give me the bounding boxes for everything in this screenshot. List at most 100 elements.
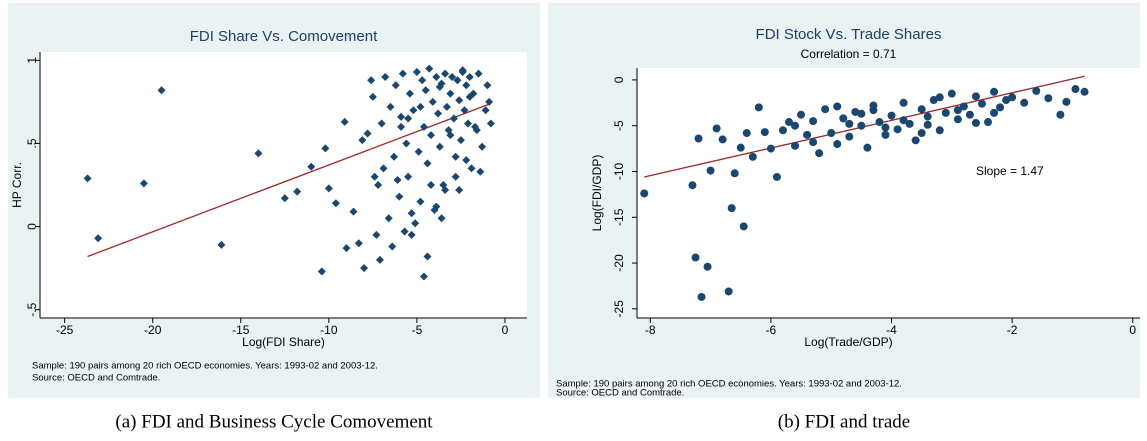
point — [478, 142, 487, 151]
point — [754, 103, 763, 112]
point — [418, 76, 427, 85]
point — [984, 118, 993, 127]
point — [809, 138, 818, 147]
point — [412, 67, 421, 76]
y-tick-label: -25 — [612, 300, 626, 318]
point — [791, 121, 800, 130]
x-tick-label: -10 — [320, 323, 338, 337]
point — [760, 128, 769, 137]
point — [340, 117, 349, 126]
point — [407, 230, 416, 239]
point — [893, 125, 902, 134]
point — [423, 159, 432, 168]
point — [349, 207, 358, 216]
x-tick-label: -25 — [56, 323, 74, 337]
point — [448, 72, 457, 81]
caption: (a) FDI and Business Cycle Comovement — [115, 411, 433, 432]
point — [739, 222, 748, 231]
caption: (b) FDI and trade — [778, 411, 910, 432]
point — [887, 111, 896, 120]
point — [421, 86, 430, 95]
point — [977, 99, 986, 108]
point — [419, 272, 428, 281]
point — [935, 126, 944, 135]
annotation: Slope = 1.47 — [976, 164, 1044, 178]
point — [869, 106, 878, 115]
plot-area — [40, 52, 527, 318]
point — [474, 69, 483, 78]
point — [833, 102, 842, 111]
point — [456, 136, 465, 145]
point — [381, 72, 390, 81]
point — [899, 98, 908, 107]
point — [748, 152, 757, 161]
point — [476, 167, 485, 176]
point — [414, 147, 423, 156]
point — [400, 227, 409, 236]
y-tick-label: 1 — [25, 57, 39, 64]
point — [730, 169, 739, 178]
point — [467, 164, 476, 173]
point — [455, 96, 464, 105]
point — [451, 152, 460, 161]
point — [766, 144, 775, 153]
point — [342, 244, 351, 253]
point — [372, 230, 381, 239]
point — [458, 66, 467, 75]
point — [929, 96, 938, 105]
x-tick-label: -5 — [412, 323, 423, 337]
point — [397, 112, 406, 121]
point — [416, 102, 425, 111]
note: Source: OECD and Comtrade. — [32, 373, 160, 384]
point — [402, 139, 411, 148]
point — [432, 202, 441, 211]
point — [736, 143, 745, 152]
point — [923, 112, 932, 121]
point — [718, 135, 727, 144]
note: Sample: 190 pairs among 20 rich OECD eco… — [32, 361, 378, 372]
point — [377, 119, 386, 128]
point — [384, 214, 393, 223]
note: Source: OECD and Comtrade. — [556, 388, 684, 399]
point — [441, 185, 450, 194]
point — [391, 81, 400, 90]
point — [881, 130, 890, 139]
point — [472, 126, 481, 135]
point — [437, 214, 446, 223]
point — [379, 164, 388, 173]
point — [703, 262, 712, 271]
point — [254, 149, 263, 158]
point — [971, 92, 980, 101]
point — [317, 267, 326, 276]
point — [375, 255, 384, 264]
point — [446, 89, 455, 98]
point — [425, 64, 434, 73]
point — [398, 69, 407, 78]
point — [449, 114, 458, 123]
point — [857, 121, 866, 130]
y-tick-label: 0 — [612, 76, 626, 83]
point — [358, 136, 367, 145]
point — [947, 89, 956, 98]
point — [442, 102, 451, 111]
point — [1080, 87, 1089, 96]
point — [1032, 86, 1041, 95]
y-axis-label: HP Corr. — [10, 162, 24, 208]
point — [959, 102, 968, 111]
point — [953, 115, 962, 124]
point — [863, 143, 872, 152]
point — [857, 109, 866, 118]
point — [404, 114, 413, 123]
point — [460, 106, 469, 115]
y-tick-label: .5 — [25, 138, 39, 148]
point — [875, 118, 884, 127]
point — [363, 129, 372, 138]
point — [428, 97, 437, 106]
point — [407, 209, 416, 218]
point — [996, 103, 1005, 112]
point — [435, 142, 444, 151]
point — [404, 172, 413, 181]
chart-title: FDI Stock Vs. Trade Shares — [756, 26, 942, 43]
y-tick-label: -10 — [612, 162, 626, 180]
point — [990, 108, 999, 117]
